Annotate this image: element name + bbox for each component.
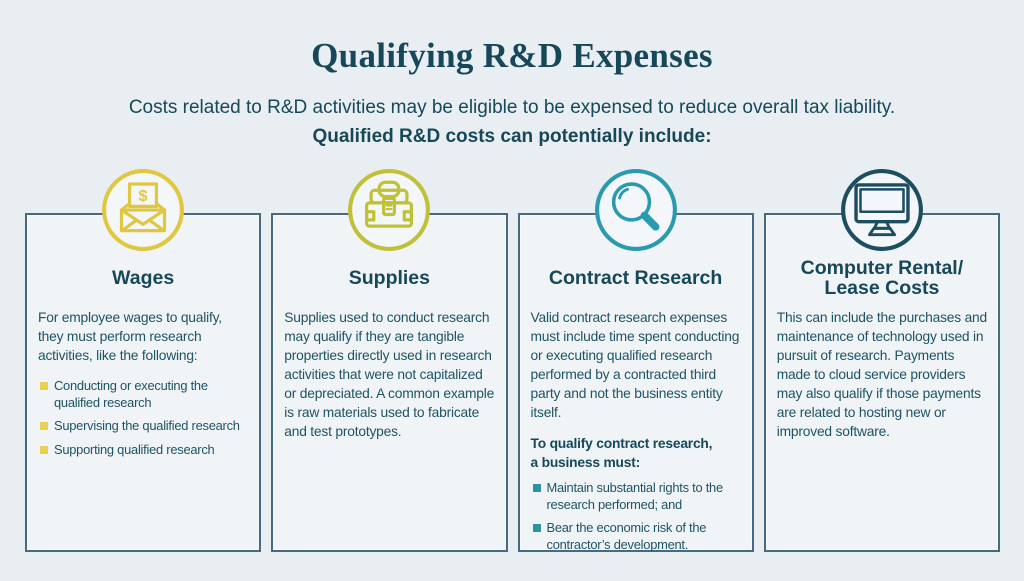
bullet-text: Conducting or executing the qualified re… <box>54 378 208 410</box>
page-subtitle-bold: Qualified R&D costs can potentially incl… <box>312 126 712 147</box>
card-wages: $ Wages For employee wages to qualify, t… <box>25 169 262 552</box>
page-title: Qualifying R&D Expenses <box>311 36 713 75</box>
card-body-computer-rental: This can include the purchases and maint… <box>776 310 988 439</box>
card-body-contract-research: Valid contract research expenses must in… <box>530 310 740 420</box>
square-bullet-icon <box>40 382 48 390</box>
wages-bullet-list: Conducting or executing the qualified re… <box>38 378 248 458</box>
card-contract-research: Contract Research Valid contract researc… <box>517 169 754 553</box>
contract-bullet-list: Maintain substantial rights to the resea… <box>531 480 741 553</box>
list-item: Supervising the qualified research <box>38 418 248 435</box>
card-body-supplies: Supplies used to conduct research may qu… <box>284 310 495 439</box>
square-bullet-icon <box>532 484 541 492</box>
card-supplies: Supplies Supplies used to conduct resear… <box>271 169 508 552</box>
square-bullet-icon <box>40 445 48 454</box>
page-subtitle: Costs related to R&D activities may be e… <box>128 97 896 118</box>
card-title-computer-rental: Computer Rental/ Lease Costs <box>800 257 964 299</box>
magnifier-icon <box>593 167 679 253</box>
square-bullet-icon <box>40 422 48 430</box>
card-body-wages: For employee wages to qualify, they must… <box>38 310 222 363</box>
bullet-text: Supervising the qualified research <box>54 418 240 433</box>
card-computer-rental: Computer Rental/ Lease Costs This can in… <box>763 169 1000 552</box>
list-item: Conducting or executing the qualified re… <box>38 378 248 411</box>
card-title-supplies: Supplies <box>348 267 431 289</box>
dollar-glyph: $ <box>139 187 148 205</box>
envelope-money-icon: $ <box>100 167 186 253</box>
card-title-contract-research: Contract Research <box>548 267 723 289</box>
monitor-icon <box>839 167 925 253</box>
list-item: Supporting qualified research <box>38 442 248 459</box>
list-item: Maintain substantial rights to the resea… <box>531 480 741 513</box>
square-bullet-icon <box>532 524 541 532</box>
bullet-text: Supporting qualified research <box>54 441 215 457</box>
toolbox-icon <box>346 167 432 253</box>
bullet-text: Bear the economic risk of the contractor… <box>546 520 707 552</box>
bullet-text: Maintain substantial rights to the resea… <box>546 480 724 512</box>
list-item: Bear the economic risk of the contractor… <box>531 520 741 553</box>
contract-research-subheading: To qualify contract research, a business… <box>530 436 713 470</box>
header: Qualifying R&D Expenses Costs related to… <box>0 34 1024 150</box>
cards-row: $ Wages For employee wages to qualify, t… <box>25 169 1000 553</box>
card-title-wages: Wages <box>112 267 175 289</box>
